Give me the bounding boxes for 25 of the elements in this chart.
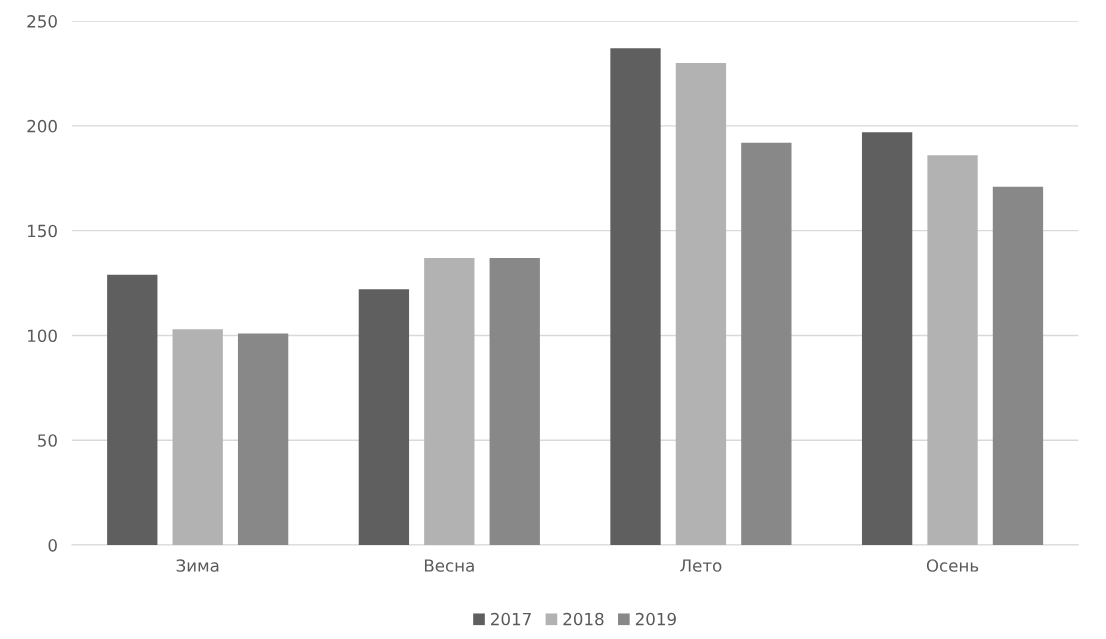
- y-tick-label: 100: [28, 329, 57, 343]
- bar: [610, 48, 661, 546]
- x-tick-label: Лето: [680, 559, 722, 572]
- bar: [172, 329, 223, 546]
- y-tick-label: 50: [38, 434, 57, 447]
- x-tick-label: Весна: [424, 559, 474, 572]
- bar: [107, 274, 158, 546]
- bar: [992, 186, 1044, 546]
- bar: [927, 155, 978, 546]
- bar: [424, 257, 475, 546]
- legend-label: 2018: [563, 612, 604, 626]
- legend-label: 2017: [491, 612, 531, 626]
- y-tick-label: 250: [27, 15, 57, 28]
- bar: [237, 333, 289, 546]
- y-tick-label: 0: [48, 539, 57, 552]
- x-tick-label: Осень: [926, 559, 979, 572]
- bar: [489, 257, 540, 546]
- bar: [741, 142, 792, 546]
- bar: [358, 289, 410, 546]
- y-tick-label: 150: [28, 224, 57, 238]
- legend-label: 2019: [635, 612, 676, 626]
- x-tick-label: Зима: [176, 559, 219, 572]
- bar: [675, 63, 727, 546]
- bar: [861, 132, 913, 546]
- y-tick-label: 200: [27, 119, 57, 133]
